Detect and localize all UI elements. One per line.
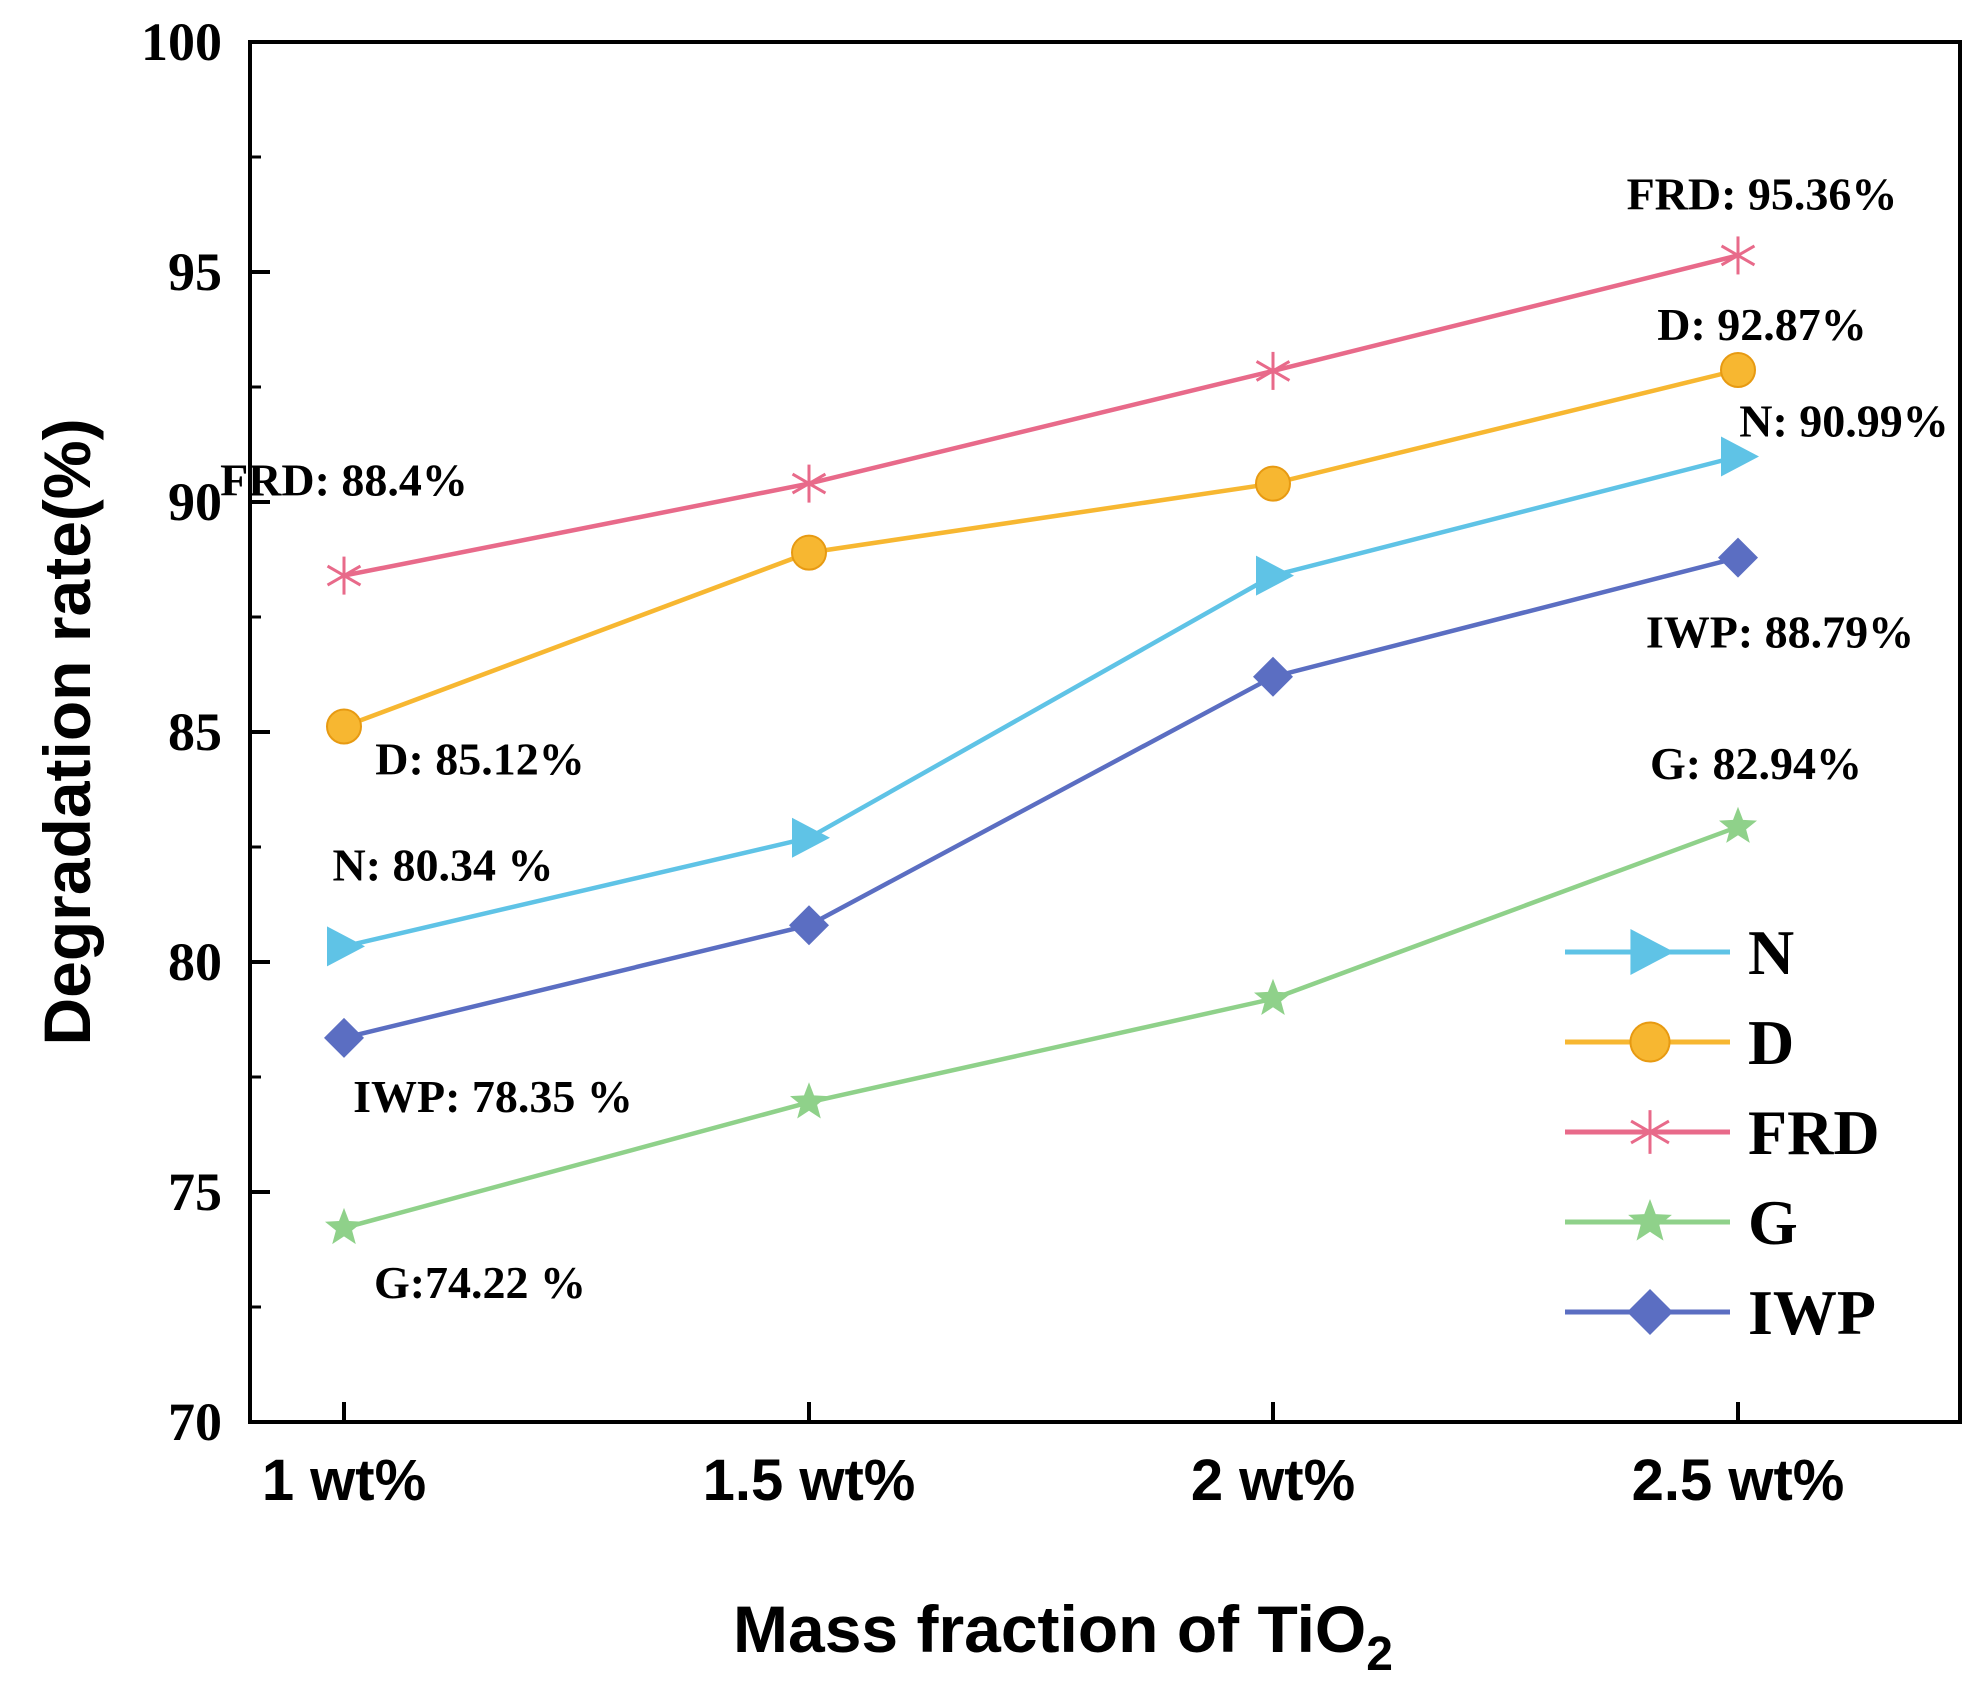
legend-label: IWP (1748, 1277, 1876, 1348)
data-point-g (325, 1207, 363, 1245)
legend-item-frd: FRD (1565, 1097, 1880, 1168)
legend-item-iwp: IWP (1565, 1277, 1876, 1348)
legend-label: FRD (1748, 1097, 1880, 1168)
legend-item-g: G (1565, 1187, 1798, 1258)
series-line-n (343, 454, 1739, 949)
data-label: IWP: 78.35 % (353, 1071, 633, 1122)
data-label: G: 82.94% (1650, 738, 1862, 789)
legend-label: N (1748, 917, 1794, 988)
data-point-g (790, 1082, 828, 1119)
data-label: G:74.22 % (374, 1257, 586, 1308)
data-point-iwp (1253, 656, 1293, 697)
data-label: D: 85.12% (375, 734, 585, 785)
legend-marker (1627, 1289, 1673, 1335)
y-tick-label: 80 (168, 932, 222, 992)
series-markers (324, 236, 1759, 1245)
series-line-g (343, 824, 1739, 1231)
y-tick-label: 85 (168, 702, 222, 762)
series-line-d (343, 367, 1739, 729)
data-point-g (1719, 806, 1757, 843)
x-axis-title-subscript: 2 (1366, 1628, 1393, 1681)
data-point-iwp (789, 905, 829, 946)
legend-marker (1630, 929, 1675, 975)
data-label: N: 90.99% (1739, 396, 1949, 447)
legend-marker (1628, 1199, 1672, 1241)
plot-frame (248, 40, 1962, 1424)
data-point-d (326, 708, 362, 745)
x-tick-label: 2 wt% (1191, 1448, 1355, 1513)
data-point-frd (791, 464, 827, 503)
data-point-d (1720, 351, 1756, 388)
data-label: IWP: 88.79% (1646, 607, 1914, 658)
asterisk-stroke (791, 472, 827, 495)
y-tick-label: 95 (168, 242, 222, 302)
y-tick-label: 75 (168, 1162, 222, 1222)
legend-marker (1629, 1021, 1671, 1063)
y-tick-label: 100 (141, 12, 222, 72)
data-point-d (1255, 465, 1291, 502)
data-point-frd (326, 556, 362, 595)
legend-label: D (1748, 1007, 1794, 1078)
data-point-d (791, 534, 827, 571)
data-point-g (1254, 978, 1292, 1015)
x-tick-label: 1 wt% (262, 1448, 426, 1513)
x-axis-title-main: Mass fraction of TiO (733, 1592, 1366, 1666)
legend: ND FRD G IWP (1565, 917, 1880, 1348)
asterisk-stroke (1255, 360, 1291, 382)
x-tick-label: 2.5 wt% (1632, 1448, 1845, 1513)
axis-ticks: 70 75 80 85 90 95 100 1 wt% 1.5 wt% 2 wt% 2.5 wt% (141, 12, 1844, 1513)
asterisk-stroke (1720, 244, 1756, 267)
data-point-n (1721, 436, 1759, 477)
data-point-iwp (1718, 537, 1758, 578)
data-point-n (1256, 555, 1294, 596)
legend-item-d: D (1565, 1007, 1794, 1078)
x-axis-title: Mass fraction of TiO2 (733, 1592, 1393, 1681)
y-axis-title: Degradation rate(%) (30, 418, 104, 1045)
legend-marker (1630, 1110, 1670, 1154)
legend-label: G (1748, 1187, 1798, 1258)
data-point-n (792, 817, 830, 858)
data-label: D: 92.87% (1657, 299, 1867, 350)
legend-item-n: N (1565, 917, 1794, 988)
data-label: FRD: 95.36% (1627, 168, 1898, 219)
data-label: N: 80.34 % (332, 839, 553, 890)
y-tick-label: 70 (168, 1392, 222, 1452)
data-annotations: FRD: 88.4% D: 85.12% N: 80.34 % IWP: 78.35 … (220, 168, 1949, 1308)
asterisk-stroke (1630, 1119, 1670, 1145)
data-label: FRD: 88.4% (220, 455, 468, 506)
data-point-iwp (324, 1017, 364, 1058)
data-point-n (327, 926, 365, 967)
x-tick-label: 1.5 wt% (703, 1448, 916, 1513)
data-point-frd (1255, 351, 1291, 390)
y-tick-label: 90 (168, 472, 222, 532)
series-line-iwp (343, 555, 1739, 1041)
asterisk-stroke (326, 564, 362, 587)
series-line-frd (343, 253, 1739, 578)
series-lines (343, 253, 1739, 1231)
data-point-frd (1720, 236, 1756, 275)
